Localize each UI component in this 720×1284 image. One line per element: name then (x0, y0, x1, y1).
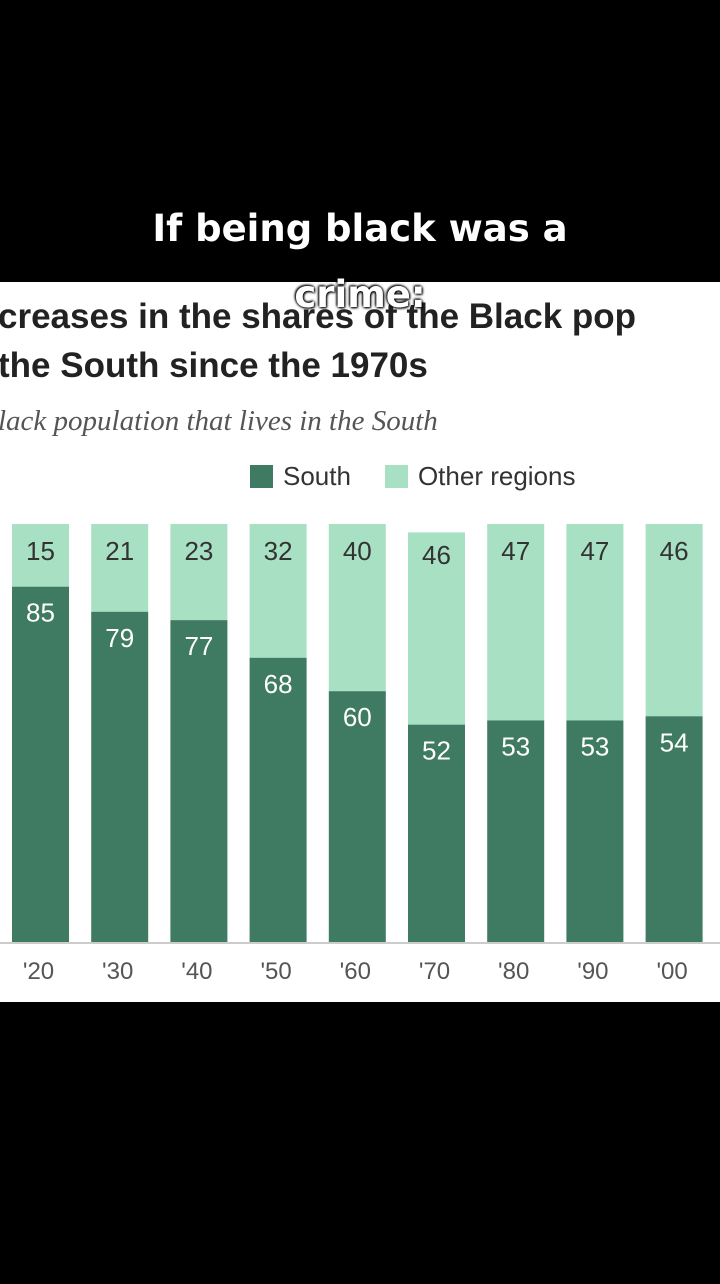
legend-swatch-south (250, 464, 273, 488)
x-tick-label-7: '90 (577, 958, 608, 985)
bar-south-8 (645, 716, 703, 942)
data-label-other-regions-5: 46 (422, 540, 451, 570)
legend-item-south: South (250, 461, 351, 492)
bar-other-regions-5 (408, 532, 465, 725)
chart-subtitle: lack population that lives in the South (0, 405, 438, 437)
bar-other-regions-6 (487, 524, 545, 721)
video-caption: If being black was a crime: (0, 196, 720, 328)
legend-label-other-regions: Other regions (417, 460, 576, 491)
caption-line-2: crime: (294, 273, 426, 316)
x-tick-label-2: '40 (181, 958, 212, 985)
data-label-other-regions-8: 46 (660, 536, 689, 566)
legend-label-south: South (283, 460, 351, 491)
chart-card: creases in the shares of the Black pop t… (0, 282, 720, 1002)
data-label-south-7: 53 (580, 731, 609, 761)
bar-south-5 (408, 724, 465, 942)
chart-title-line-1: creases in the shares of the Black pop (0, 297, 637, 336)
bar-other-regions-2 (170, 524, 228, 621)
x-tick-label-3: '50 (260, 958, 291, 985)
data-label-other-regions-6: 47 (501, 536, 530, 566)
data-label-south-4: 60 (343, 702, 372, 732)
x-tick-label-6: '80 (498, 958, 529, 985)
data-label-other-regions-0: 15 (26, 536, 55, 566)
bar-other-regions-1 (91, 524, 149, 612)
data-label-other-regions-2: 23 (184, 536, 213, 566)
bar-south-0 (12, 586, 69, 942)
data-label-south-6: 53 (501, 731, 530, 761)
data-label-other-regions-3: 32 (264, 536, 293, 566)
bar-other-regions-4 (328, 524, 386, 692)
x-tick-label-1: '30 (102, 958, 133, 985)
data-label-south-2: 77 (184, 631, 213, 661)
bar-other-regions-8 (645, 524, 703, 717)
legend-item-other-regions: Other regions (384, 460, 576, 492)
x-tick-label-4: '60 (340, 958, 371, 985)
bar-south-6 (487, 720, 545, 942)
data-label-other-regions-7: 47 (580, 536, 609, 566)
data-label-south-5: 52 (422, 736, 451, 766)
data-label-south-8: 54 (660, 727, 689, 757)
data-label-other-regions-4: 40 (343, 536, 372, 566)
caption-line-1: If being black was a (152, 207, 568, 250)
chart-plot: 15 85 '20 21 79 '30 23 77 '40 32 68 '50 40 60 '60 46 52 '… (0, 524, 720, 985)
legend-swatch-other-regions (384, 464, 408, 488)
chart-title-line-2: the South since the 1970s (0, 346, 428, 385)
bar-south-1 (91, 611, 149, 942)
data-label-south-0: 85 (26, 598, 55, 628)
bar-south-4 (328, 691, 386, 942)
bar-south-3 (249, 657, 307, 942)
x-tick-label-5: '70 (419, 958, 450, 985)
bar-other-regions-0 (12, 524, 69, 587)
data-label-other-regions-1: 21 (105, 536, 134, 566)
bar-other-regions-7 (566, 524, 624, 721)
chart-legend: South Other regions (250, 458, 609, 494)
data-label-south-1: 79 (105, 623, 134, 653)
x-tick-label-0: '20 (23, 958, 54, 985)
x-tick-label-8: '00 (656, 958, 687, 985)
chart-title: creases in the shares of the Black pop t… (0, 292, 720, 390)
data-label-south-3: 68 (264, 669, 293, 699)
bar-south-7 (566, 720, 624, 942)
bar-other-regions-3 (249, 524, 307, 658)
bar-south-2 (170, 620, 228, 942)
